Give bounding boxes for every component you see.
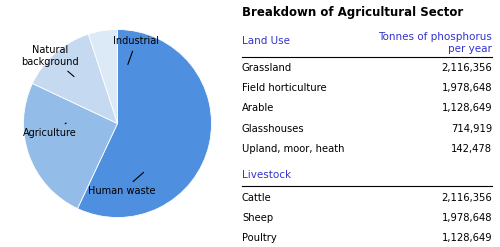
Text: 1,978,648: 1,978,648 [442, 83, 492, 93]
Text: Sheep: Sheep [242, 213, 273, 223]
Text: 1,978,648: 1,978,648 [442, 213, 492, 223]
Text: 1,128,649: 1,128,649 [442, 233, 492, 243]
Text: 714,919: 714,919 [451, 124, 492, 134]
Wedge shape [32, 34, 117, 124]
Text: 1,128,649: 1,128,649 [442, 103, 492, 113]
Text: Upland, moor, heath: Upland, moor, heath [242, 144, 344, 154]
Text: Arable: Arable [242, 103, 274, 113]
Text: Breakdown of Agricultural Sector: Breakdown of Agricultural Sector [242, 6, 463, 19]
Text: 2,116,356: 2,116,356 [442, 193, 492, 203]
Text: Industrial: Industrial [114, 36, 160, 64]
Text: Human waste: Human waste [88, 172, 156, 196]
Text: Poultry: Poultry [242, 233, 276, 243]
Text: Livestock: Livestock [242, 170, 291, 180]
Wedge shape [78, 29, 212, 218]
Text: Land Use: Land Use [242, 36, 290, 46]
Text: Tonnes of phosphorus
per year: Tonnes of phosphorus per year [378, 32, 492, 54]
Text: Grassland: Grassland [242, 63, 292, 73]
Text: Glasshouses: Glasshouses [242, 124, 304, 134]
Text: Agriculture: Agriculture [23, 123, 76, 138]
Text: Field horticulture: Field horticulture [242, 83, 326, 93]
Wedge shape [88, 29, 118, 124]
Text: Cattle: Cattle [242, 193, 272, 203]
Text: Natural
background: Natural background [21, 45, 78, 77]
Text: 2,116,356: 2,116,356 [442, 63, 492, 73]
Text: 142,478: 142,478 [451, 144, 492, 154]
Wedge shape [24, 83, 118, 208]
